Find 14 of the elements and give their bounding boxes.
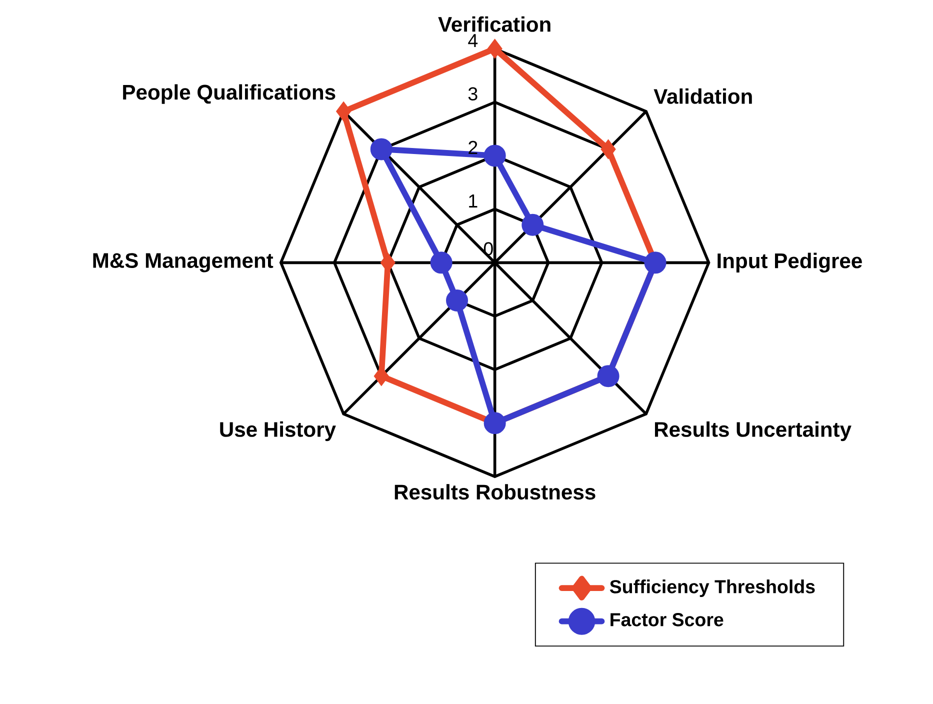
spoke-label: Validation (654, 88, 752, 104)
y-tick-label: 4 (468, 34, 478, 48)
spoke-label: Input Pedigree (718, 253, 862, 273)
legend-label: Factor Score (610, 613, 724, 627)
y-tick-label: 3 (468, 87, 478, 101)
spoke-label: Results Robustness (394, 484, 596, 500)
y-tick-label: 2 (468, 141, 478, 154)
spoke-label: M&S Management (93, 253, 274, 273)
spoke-label: People Qualifications (123, 84, 336, 104)
y-tick-label: 1 (469, 194, 478, 208)
legend-label: Sufficiency Thresholds (610, 580, 815, 598)
spoke-label: Results Uncertainty (654, 422, 852, 442)
spoke-label: Use History (220, 422, 336, 442)
spoke-label: Verification (438, 16, 550, 32)
